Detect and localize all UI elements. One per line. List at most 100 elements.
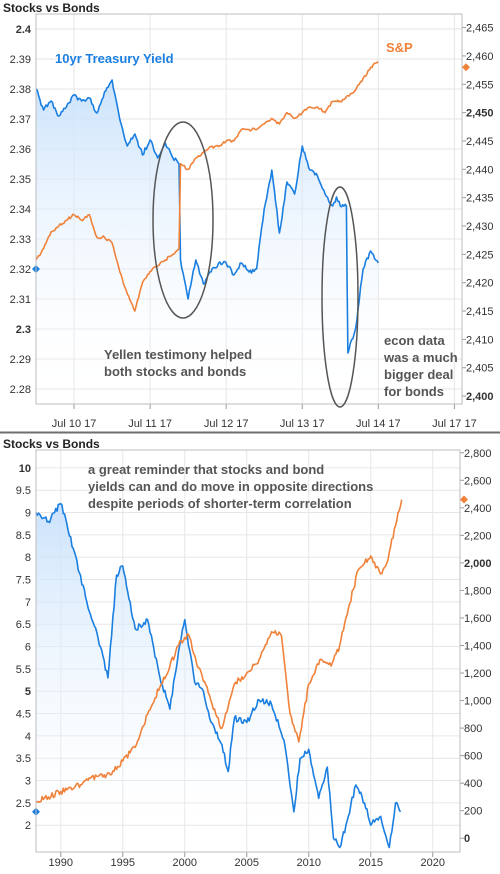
top-right-tick-label: 2,405 xyxy=(466,363,494,375)
top-right-tick-label: 2,415 xyxy=(466,306,494,318)
bottom-x-tick-label: 1995 xyxy=(111,857,135,869)
reminder-line-1: a great reminder that stocks and bond xyxy=(88,462,324,477)
bottom-left-tick-label: 9.5 xyxy=(16,485,31,497)
top-right-tick-label: 2,425 xyxy=(466,249,494,261)
econ-annotation-line-4: for bonds xyxy=(384,384,444,399)
bottom-x-tick-label: 2000 xyxy=(173,857,197,869)
bottom-right-tick-label: 2,400 xyxy=(464,503,492,515)
econ-data-highlight-ellipse xyxy=(321,186,359,408)
bottom-right-tick-label: 1,200 xyxy=(464,668,492,680)
yellen-highlight-ellipse xyxy=(152,121,214,319)
top-left-tick-label: 2.34 xyxy=(10,204,31,216)
bottom-right-tick-label: 200 xyxy=(464,806,482,818)
bottom-right-tick-label: 1,600 xyxy=(464,613,492,625)
bottom-yield-area xyxy=(36,503,401,852)
bottom-right-tick-label: 2,000 xyxy=(464,558,492,570)
top-right-tick-label: 2,400 xyxy=(466,391,494,403)
bottom-left-tick-label: 7.5 xyxy=(16,575,31,587)
top-x-tick-label: Jul 12 17 xyxy=(204,418,249,430)
top-left-tick-label: 2.31 xyxy=(10,294,31,306)
bottom-right-tick-label: 1,800 xyxy=(464,585,492,597)
top-right-tick-label: 2,445 xyxy=(466,136,494,148)
bottom-left-tick-label: 3.5 xyxy=(16,753,31,765)
top-right-tick-label: 2,435 xyxy=(466,193,494,205)
reminder-annotation: a great reminder that stocks and bond yi… xyxy=(88,462,373,511)
bottom-left-tick-label: 9 xyxy=(25,508,31,520)
bottom-left-tick-label: 6 xyxy=(25,642,31,654)
top-x-tick-label: Jul 10 17 xyxy=(52,418,97,430)
top-left-tick-label: 2.39 xyxy=(10,54,31,66)
bottom-right-tick-label: 800 xyxy=(464,723,482,735)
yellen-annotation-line-2: both stocks and bonds xyxy=(104,364,246,379)
top-chart: Stocks vs Bonds 2.282.292.32.312.322.332… xyxy=(0,0,500,432)
top-sp-last-value-marker xyxy=(462,63,470,72)
top-left-tick-label: 2.4 xyxy=(16,24,32,36)
bottom-x-tick-label: 2005 xyxy=(235,857,259,869)
bottom-series-group xyxy=(35,499,403,849)
legend-sp-label: S&P xyxy=(386,40,413,55)
top-left-tick-label: 2.38 xyxy=(10,84,31,96)
bottom-right-tick-label: 600 xyxy=(464,751,482,763)
bottom-right-tick-label: 2,600 xyxy=(464,475,492,487)
top-sp-line xyxy=(35,60,379,312)
bottom-left-tick-label: 3 xyxy=(25,776,31,788)
top-left-tick-label: 2.3 xyxy=(16,324,31,336)
reminder-line-2: yields can and do move in opposite direc… xyxy=(88,479,373,494)
top-chart-title: Stocks vs Bonds xyxy=(3,1,100,15)
econ-annotation-line-3: bigger deal xyxy=(384,367,453,382)
bottom-right-tick-label: 0 xyxy=(464,833,470,845)
bottom-axes: 2 2.5 3 3.5 4 4.5 5 5.5 6 6.5 7 7.5 8 8.5 9 9.5 10 0 200 40… xyxy=(16,448,492,869)
reminder-line-3: despite periods of shorter-term correlat… xyxy=(88,496,352,511)
top-right-tick-label: 2,410 xyxy=(466,334,494,346)
top-right-tick-label: 2,440 xyxy=(466,164,494,176)
bottom-yield-area-fill xyxy=(36,503,401,852)
bottom-plot-frame xyxy=(35,449,461,853)
bottom-x-tick-label: 2020 xyxy=(420,857,444,869)
top-axes: 2.28 2.29 2.3 2.31 2.32 2.33 2.34 2.35 2.36 2.37 2… xyxy=(10,23,494,430)
top-right-tick-label: 2,465 xyxy=(466,23,494,35)
yellen-annotation: Yellen testimony helped both stocks and … xyxy=(104,347,252,379)
econ-annotation-line-1: econ data xyxy=(384,333,445,348)
top-left-tick-label: 2.35 xyxy=(10,174,31,186)
bottom-left-tick-label: 10 xyxy=(19,463,31,475)
top-left-tick-label: 2.28 xyxy=(10,384,31,396)
bottom-left-tick-label: 4.5 xyxy=(16,709,31,721)
bottom-right-tick-label: 1,400 xyxy=(464,640,492,652)
bottom-chart: Stocks vs Bonds 2 2.5 3 3.5 4 4.5 5 5.5 6 6.5 7 7.5… xyxy=(3,437,492,869)
top-right-tick-label: 2,450 xyxy=(466,108,494,120)
top-x-tick-label: Jul 11 17 xyxy=(128,418,172,430)
bottom-x-tick-label: 2015 xyxy=(358,857,382,869)
top-x-tick-label: Jul 14 17 xyxy=(356,418,401,430)
top-yield-area-fill xyxy=(36,80,379,404)
bottom-left-tick-label: 5 xyxy=(25,686,31,698)
bottom-right-tick-label: 400 xyxy=(464,778,482,790)
top-right-tick-label: 2,455 xyxy=(466,79,494,91)
yellen-annotation-line-1: Yellen testimony helped xyxy=(104,347,252,362)
top-left-tick-label: 2.29 xyxy=(10,354,31,366)
bottom-x-tick-label: 1990 xyxy=(49,857,73,869)
top-yield-area xyxy=(36,80,379,404)
bottom-right-tick-label: 2,800 xyxy=(464,448,492,460)
bottom-left-tick-label: 8.5 xyxy=(16,530,31,542)
econ-annotation-line-2: was a much xyxy=(383,350,458,365)
top-right-tick-label: 2,420 xyxy=(466,278,494,290)
top-x-tick-label: Jul 17 17 xyxy=(432,418,477,430)
bottom-left-tick-label: 2.5 xyxy=(16,798,31,810)
econ-data-annotation: econ data was a much bigger deal for bon… xyxy=(383,333,458,399)
bottom-x-tick-label: 2010 xyxy=(297,857,321,869)
bottom-sp-line xyxy=(35,499,403,804)
bottom-left-tick-label: 4 xyxy=(25,731,31,743)
top-left-tick-label: 2.32 xyxy=(10,264,31,276)
top-x-tick-label: Jul 13 17 xyxy=(280,418,325,430)
bottom-left-tick-label: 8 xyxy=(25,552,31,564)
bottom-right-tick-label: 2,200 xyxy=(464,530,492,542)
bottom-left-tick-label: 7 xyxy=(25,597,31,609)
legend-yield-label: 10yr Treasury Yield xyxy=(55,51,174,66)
top-left-tick-label: 2.37 xyxy=(10,114,31,126)
bottom-sp-last-value-marker xyxy=(460,495,468,504)
bottom-right-tick-label: 1,000 xyxy=(464,696,492,708)
top-left-tick-label: 2.33 xyxy=(10,234,31,246)
bottom-left-tick-label: 5.5 xyxy=(16,664,31,676)
top-left-tick-label: 2.36 xyxy=(10,144,31,156)
top-right-tick-label: 2,460 xyxy=(466,51,494,63)
